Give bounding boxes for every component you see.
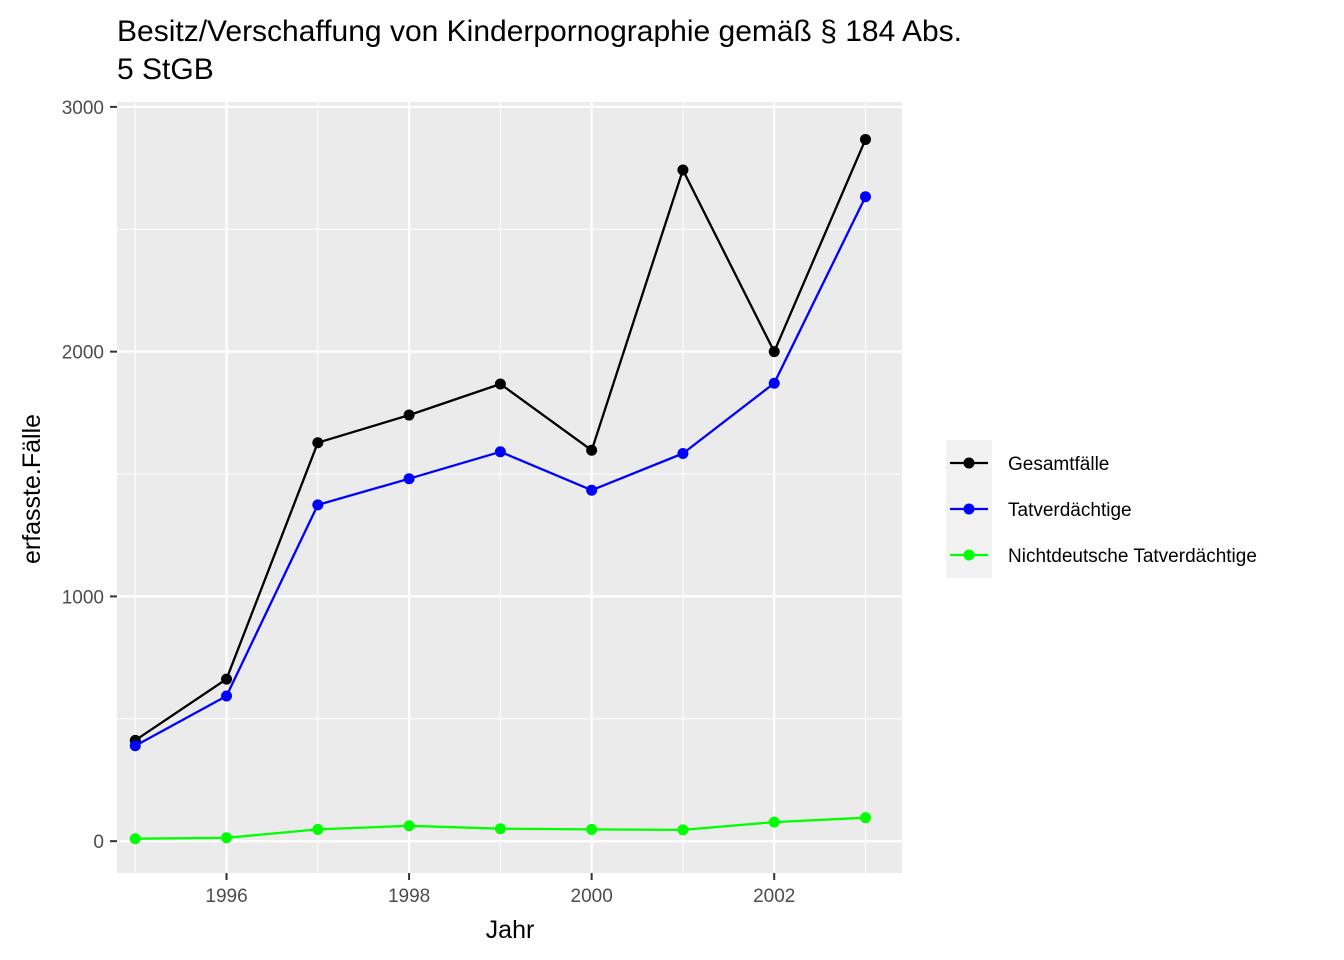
data-point [859, 191, 871, 203]
legend-key-point [963, 503, 975, 515]
data-point [586, 444, 598, 456]
y-tick-label: 0 [93, 832, 104, 853]
legend-label: Tatverdächtige [1008, 500, 1132, 521]
data-point [403, 473, 415, 485]
x-tick-label: 1998 [388, 886, 430, 907]
series-3 [129, 812, 871, 845]
data-point [677, 164, 689, 176]
legend-key-point [963, 549, 975, 561]
data-point [312, 437, 324, 449]
data-point [312, 823, 324, 835]
data-point [859, 812, 871, 824]
legend-key-point [963, 457, 975, 469]
data-point [221, 690, 233, 702]
y-axis: 0 1000 2000 3000 [62, 98, 117, 853]
data-point [586, 484, 598, 496]
x-axis-title: Jahr [486, 916, 535, 944]
x-tick-label: 1996 [205, 886, 247, 907]
series-2 [129, 191, 871, 752]
data-point [677, 447, 689, 459]
x-tick-label: 2000 [571, 886, 613, 907]
data-point [768, 816, 780, 828]
data-point [768, 346, 780, 358]
x-tick-label: 2002 [753, 886, 795, 907]
data-point [494, 823, 506, 835]
data-point [494, 378, 506, 390]
legend: Gesamtfälle Tatverdächtige Nichtdeutsche T… [946, 440, 1257, 578]
legend-label: Gesamtfälle [1008, 454, 1109, 475]
legend-item: Tatverdächtige [950, 500, 1132, 521]
data-point [403, 820, 415, 832]
plot-panel [117, 102, 902, 873]
grid-major [117, 102, 902, 873]
chart-title-line-2: 5 StGB [117, 53, 214, 86]
grid-minor [117, 102, 902, 873]
legend-item: Gesamtfälle [950, 454, 1109, 475]
data-point [221, 832, 233, 844]
data-point [312, 499, 324, 511]
legend-label: Nichtdeutsche Tatverdächtige [1008, 546, 1257, 567]
data-point [586, 823, 598, 835]
data-point [403, 409, 415, 421]
y-axis-title: erfasste.Fälle [18, 414, 46, 564]
data-point [677, 824, 689, 836]
y-tick-label: 1000 [62, 587, 104, 608]
y-tick-label: 2000 [62, 343, 104, 364]
data-point [129, 740, 141, 752]
data-point [494, 446, 506, 458]
legend-item: Nichtdeutsche Tatverdächtige [950, 546, 1257, 567]
chart-title-line-1: Besitz/Verschaffung von Kinderpornograph… [117, 15, 962, 48]
data-point [768, 377, 780, 389]
series-layer [129, 133, 871, 845]
data-point [129, 833, 141, 845]
data-point [221, 673, 233, 685]
y-tick-label: 3000 [62, 98, 104, 119]
x-axis: 1996 1998 2000 2002 [205, 873, 795, 907]
data-point [859, 133, 871, 145]
